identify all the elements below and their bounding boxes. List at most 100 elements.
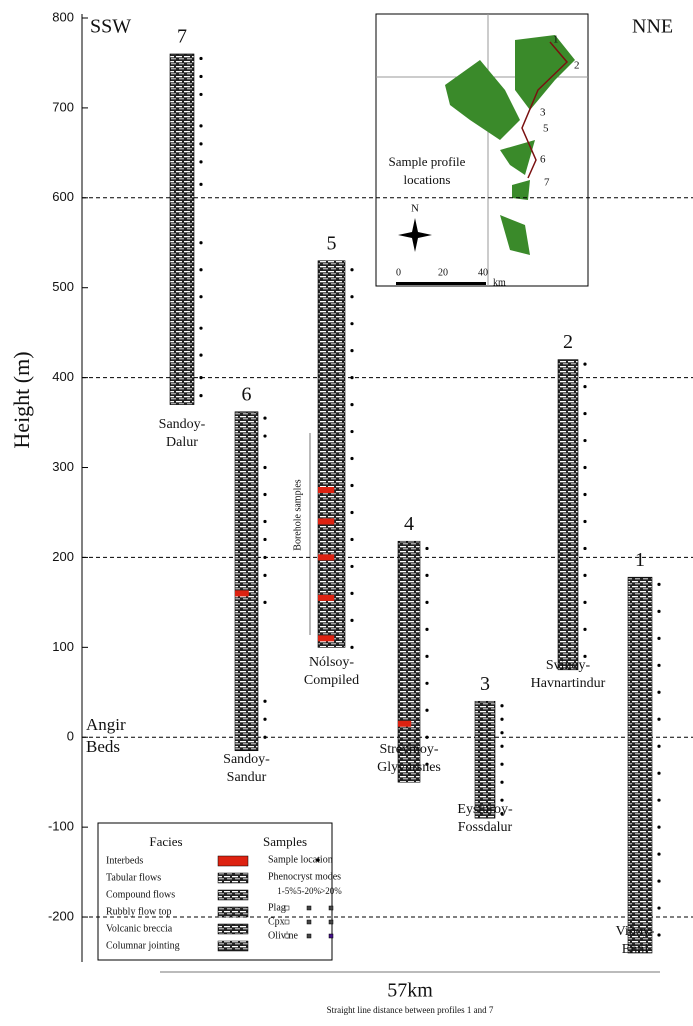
sample (657, 744, 661, 748)
profile-name: Viðoy- (616, 924, 655, 939)
legend-text: Volcanic breccia (106, 923, 173, 934)
sample (500, 762, 504, 766)
profile-name: Sandoy- (159, 417, 206, 432)
legend-symbol (284, 919, 290, 925)
sample (350, 376, 354, 380)
profile-number: 5 (327, 232, 337, 254)
map-caption: locations (404, 172, 451, 187)
sample (350, 429, 354, 434)
legend-frame (97, 822, 333, 961)
legend-text: Olivine (268, 930, 299, 941)
legend-title: Samples (263, 834, 307, 849)
legend-swatch (217, 906, 249, 918)
sample (263, 492, 267, 497)
legend-symbol (306, 919, 312, 925)
sample (263, 519, 267, 524)
unit-label: Beds (86, 737, 120, 756)
sample (350, 268, 354, 272)
sample (263, 699, 267, 703)
y-tick-label: 0 (67, 729, 74, 744)
sample (199, 268, 203, 272)
legend-text: Interbeds (106, 855, 143, 866)
sample (583, 438, 587, 443)
sample (263, 434, 267, 438)
profile-number: 2 (563, 331, 573, 353)
interbed (318, 554, 335, 561)
legend-text: Columnar jointing (106, 940, 180, 951)
sample (425, 600, 429, 604)
sample (657, 636, 661, 640)
sample (657, 717, 661, 721)
legend-text: Plag (268, 902, 286, 913)
legend-swatch (217, 923, 249, 935)
map-scalebar (396, 282, 486, 285)
sample (657, 582, 661, 587)
map-scale: 20 (438, 267, 448, 278)
sample (263, 416, 267, 420)
map-caption: Sample profile (389, 154, 466, 169)
legend: Facies Samples Sample location Phenocrys… (97, 822, 342, 961)
sample (583, 465, 587, 470)
sample (350, 618, 354, 622)
sample (583, 385, 587, 389)
sample (350, 402, 354, 407)
profile-name: Compiled (304, 673, 359, 688)
sample (199, 74, 203, 79)
y-axis-title: Height (m) (9, 351, 34, 448)
sample (583, 362, 587, 366)
legend-text: Compound flows (106, 889, 175, 900)
legend-symbol (316, 858, 320, 862)
column (557, 359, 579, 671)
sample (425, 708, 429, 712)
interbed (318, 487, 335, 493)
interbed (398, 720, 412, 727)
profile-number: 3 (480, 673, 490, 695)
sample (199, 295, 203, 299)
sample (425, 681, 429, 685)
profile-name: Sandur (227, 770, 267, 785)
profile-name: Enni (622, 942, 649, 957)
sample (199, 241, 203, 245)
sample (583, 519, 587, 524)
sample (350, 322, 354, 326)
sample (657, 879, 661, 883)
profile-name: Streymoy- (379, 742, 438, 757)
sample (350, 510, 354, 515)
nne-label: NNE (632, 16, 673, 38)
sample (657, 771, 661, 775)
y-tick-label: -200 (48, 908, 74, 923)
sample (199, 124, 203, 128)
profile-line (521, 41, 569, 179)
map-point: 2 (574, 60, 580, 72)
legend-swatch (217, 872, 249, 884)
sample (583, 546, 587, 551)
sample (583, 492, 587, 497)
sample (500, 731, 504, 735)
legend-text: Tabular flows (106, 872, 161, 883)
sample (199, 92, 203, 97)
profile-name: Glyvursnes (377, 760, 441, 775)
legend-symbol (306, 933, 312, 939)
profile-name: Sandoy- (223, 752, 270, 767)
sample (657, 798, 661, 802)
legend-swatch (217, 889, 249, 901)
y-tick-label: 200 (52, 549, 74, 564)
sample (199, 394, 203, 398)
sample (263, 600, 267, 604)
compass (398, 218, 432, 252)
sample (500, 798, 504, 802)
profile-number: 4 (404, 513, 414, 535)
legend-text: >20% (320, 886, 342, 896)
y-tick-label: 300 (52, 459, 74, 474)
profile-name: Fossdalur (458, 820, 513, 835)
legend-text: Sample location (268, 854, 333, 865)
map-point: 1 (553, 34, 559, 46)
sample (425, 654, 429, 658)
sample (263, 537, 267, 542)
profile-name: Havnartindur (531, 676, 606, 691)
map-point: 5 (543, 123, 549, 135)
unit-label: Angir (86, 715, 126, 734)
sample (425, 762, 429, 766)
sample (657, 609, 661, 613)
sample (350, 349, 354, 353)
